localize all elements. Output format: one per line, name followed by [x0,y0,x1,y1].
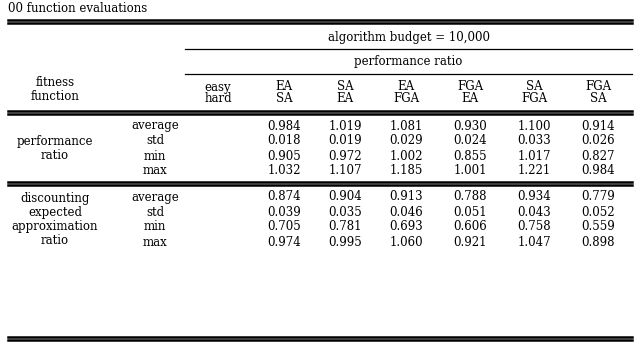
Text: 0.855: 0.855 [453,149,487,162]
Text: 0.995: 0.995 [328,236,362,248]
Text: 0.781: 0.781 [328,220,362,234]
Text: SA: SA [337,80,353,93]
Text: 0.026: 0.026 [581,135,615,148]
Text: 1.221: 1.221 [517,165,550,177]
Text: FGA: FGA [393,92,419,106]
Text: FGA: FGA [457,80,483,93]
Text: 0.974: 0.974 [267,236,301,248]
Text: 1.032: 1.032 [268,165,301,177]
Text: ratio: ratio [41,234,69,247]
Text: 1.081: 1.081 [389,119,422,132]
Text: 0.024: 0.024 [453,135,487,148]
Text: 1.060: 1.060 [389,236,423,248]
Text: max: max [143,236,168,248]
Text: 0.874: 0.874 [267,190,301,204]
Text: performance: performance [17,135,93,148]
Text: 0.039: 0.039 [267,206,301,218]
Text: 0.052: 0.052 [581,206,615,218]
Text: discounting: discounting [20,192,90,205]
Text: std: std [146,206,164,218]
Text: average: average [131,190,179,204]
Text: SA: SA [589,92,606,106]
Text: max: max [143,165,168,177]
Text: EA: EA [461,92,479,106]
Text: min: min [144,149,166,162]
Text: function: function [31,90,79,104]
Text: 0.913: 0.913 [389,190,423,204]
Text: 0.051: 0.051 [453,206,487,218]
Text: 0.043: 0.043 [517,206,551,218]
Text: EA: EA [337,92,353,106]
Text: 0.984: 0.984 [267,119,301,132]
Text: 0.705: 0.705 [267,220,301,234]
Text: expected: expected [28,206,82,219]
Text: EA: EA [275,80,292,93]
Text: 0.606: 0.606 [453,220,487,234]
Text: ratio: ratio [41,149,69,162]
Text: 0.972: 0.972 [328,149,362,162]
Text: 0.559: 0.559 [581,220,615,234]
Text: 0.788: 0.788 [453,190,487,204]
Text: FGA: FGA [585,80,611,93]
Text: SA: SA [525,80,542,93]
Text: 0.758: 0.758 [517,220,551,234]
Text: FGA: FGA [521,92,547,106]
Text: 1.100: 1.100 [517,119,551,132]
Text: 0.905: 0.905 [267,149,301,162]
Text: 0.779: 0.779 [581,190,615,204]
Text: 1.107: 1.107 [328,165,362,177]
Text: 0.033: 0.033 [517,135,551,148]
Text: 1.001: 1.001 [453,165,487,177]
Text: SA: SA [276,92,292,106]
Text: 0.904: 0.904 [328,190,362,204]
Text: approximation: approximation [12,220,99,233]
Text: fitness: fitness [35,77,75,89]
Text: min: min [144,220,166,234]
Text: 1.047: 1.047 [517,236,551,248]
Text: 0.934: 0.934 [517,190,551,204]
Text: algorithm budget = 10,000: algorithm budget = 10,000 [328,30,490,43]
Text: 0.035: 0.035 [328,206,362,218]
Text: hard: hard [204,92,232,106]
Text: 0.827: 0.827 [581,149,615,162]
Text: 0.019: 0.019 [328,135,362,148]
Text: 0.984: 0.984 [581,165,615,177]
Text: 0.921: 0.921 [453,236,487,248]
Text: average: average [131,119,179,132]
Text: 0.914: 0.914 [581,119,615,132]
Text: 0.930: 0.930 [453,119,487,132]
Text: EA: EA [397,80,415,93]
Text: 00 function evaluations: 00 function evaluations [8,1,147,14]
Text: 0.046: 0.046 [389,206,423,218]
Text: 1.002: 1.002 [389,149,423,162]
Text: 0.898: 0.898 [581,236,615,248]
Text: easy: easy [205,80,231,93]
Text: 1.019: 1.019 [328,119,362,132]
Text: 1.185: 1.185 [389,165,422,177]
Text: std: std [146,135,164,148]
Text: 0.018: 0.018 [268,135,301,148]
Text: 0.693: 0.693 [389,220,423,234]
Text: 0.029: 0.029 [389,135,423,148]
Text: performance ratio: performance ratio [355,56,463,69]
Text: 1.017: 1.017 [517,149,551,162]
